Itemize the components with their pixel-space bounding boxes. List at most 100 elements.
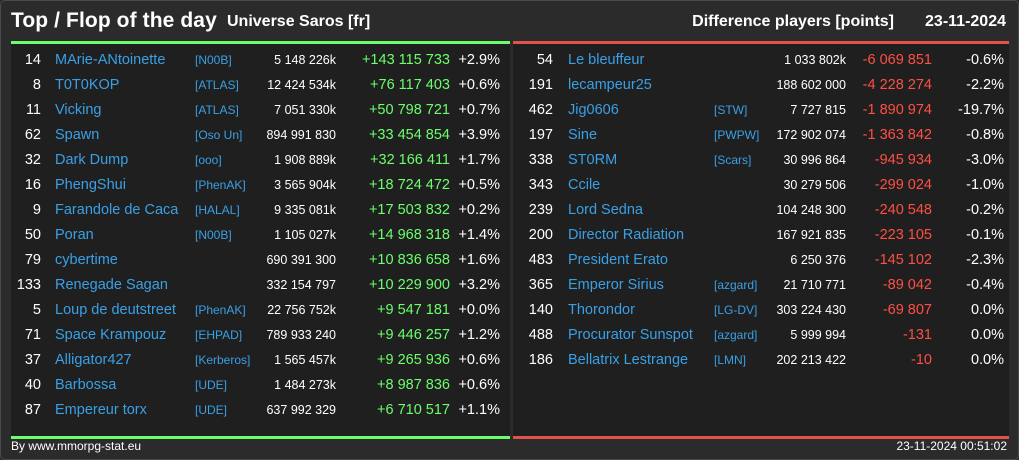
header-date: 23-11-2024 [925, 13, 1006, 30]
points-difference: -299 024 [874, 177, 932, 193]
player-rank: 200 [528, 227, 553, 243]
alliance-tag-link[interactable]: [N00B] [195, 53, 232, 67]
top-player-row: 62 Spawn [Oso Un] 894 991 830 +33 454 854 +3.… [11, 123, 510, 148]
top-player-row: 37 Alligator427 [Kerberos] 1 565 457k +9 265… [11, 348, 510, 373]
player-rank: 365 [528, 277, 553, 293]
player-name-link[interactable]: President Erato [568, 252, 668, 268]
alliance-tag-link[interactable]: [azgard] [714, 278, 758, 292]
flop-player-row: 338 ST0RM [Scars] 30 996 864 -945 934 -3.0% [513, 148, 1009, 173]
alliance-tag-link[interactable]: [ATLAS] [195, 78, 239, 92]
player-rank: 9 [32, 202, 41, 218]
player-name-link[interactable]: Barbossa [55, 377, 117, 393]
top-player-row: 11 Vicking [ATLAS] 7 051 330k +50 798 721 +0.… [11, 98, 510, 123]
percent-change: -0.2% [966, 202, 1004, 218]
percent-change: +1.2% [458, 327, 500, 343]
player-name-link[interactable]: ST0RM [568, 152, 618, 168]
alliance-tag-link[interactable]: [PhenAK] [195, 303, 246, 317]
alliance-tag-link[interactable]: [LMN] [714, 353, 747, 367]
points-difference: -145 102 [874, 252, 932, 268]
player-name-link[interactable]: Sine [568, 127, 598, 143]
player-name-link[interactable]: Bellatrix Lestrange [568, 352, 689, 368]
player-points: 1 565 457k [274, 353, 336, 367]
points-difference: -10 [911, 352, 932, 368]
player-name-link[interactable]: Farandole de Caca [55, 202, 179, 218]
player-name-link[interactable]: Renegade Sagan [55, 277, 168, 293]
player-rank: 11 [25, 102, 41, 118]
player-name-link[interactable]: Procurator Sunspot [568, 327, 693, 343]
percent-change: -0.8% [966, 127, 1004, 143]
player-name-link[interactable]: Empereur torx [55, 402, 147, 418]
player-name-link[interactable]: Ccile [568, 177, 601, 193]
flop-player-row: 197 Sine [PWPW] 172 902 074 -1 363 842 -0.8% [513, 123, 1009, 148]
alliance-tag-link[interactable]: [UDE] [195, 403, 228, 417]
alliance-tag-link[interactable]: [ATLAS] [195, 103, 239, 117]
alliance-tag-link[interactable]: [N00B] [195, 228, 232, 242]
player-rank: 87 [24, 402, 41, 418]
player-points: 104 248 300 [776, 203, 846, 217]
alliance-tag-link[interactable]: [HALAL] [195, 203, 240, 217]
player-points: 30 279 506 [783, 178, 846, 192]
percent-change: +0.5% [458, 177, 500, 193]
alliance-tag-link[interactable]: [Kerberos] [195, 353, 251, 367]
player-name-link[interactable]: Space Krampouz [55, 327, 167, 343]
player-name-link[interactable]: Vicking [55, 102, 102, 118]
player-points: 690 391 300 [266, 253, 336, 267]
alliance-tag-link[interactable]: [Oso Un] [195, 128, 243, 142]
player-name-link[interactable]: MArie-ANtoinette [55, 52, 166, 68]
difference-label: Difference players [points] [692, 13, 894, 30]
alliance-tag-link[interactable]: [UDE] [195, 378, 228, 392]
player-name-link[interactable]: Lord Sedna [568, 202, 643, 218]
player-name-link[interactable]: Alligator427 [55, 352, 132, 368]
alliance-tag-link[interactable]: [PhenAK] [195, 178, 246, 192]
player-name-link[interactable]: Loup de deutstreet [55, 302, 176, 318]
player-points: 202 213 422 [776, 353, 846, 367]
alliance-tag-link[interactable]: [LG-DV] [714, 303, 758, 317]
player-name-link[interactable]: Jig0606 [568, 102, 619, 118]
player-name-link[interactable]: Thorondor [568, 302, 635, 318]
player-rank: 14 [24, 52, 41, 68]
percent-change: +1.6% [458, 252, 500, 268]
player-points: 5 999 994 [790, 328, 846, 342]
alliance-tag-link[interactable]: [ooo] [195, 153, 222, 167]
player-rank: 140 [528, 302, 553, 318]
alliance-tag-link[interactable]: [STW] [714, 103, 748, 117]
player-name-link[interactable]: T0T0KOP [55, 77, 120, 93]
points-difference: -1 890 974 [862, 102, 932, 118]
alliance-tag-link[interactable]: [azgard] [714, 328, 758, 342]
player-name-link[interactable]: Le bleuffeur [568, 52, 645, 68]
alliance-tag-link[interactable]: [PWPW] [714, 128, 760, 142]
points-difference: -6 069 851 [862, 52, 932, 68]
player-name-link[interactable]: cybertime [55, 252, 118, 268]
player-points: 789 933 240 [266, 328, 336, 342]
top-player-row: 8 T0T0KOP [ATLAS] 12 424 534k +76 117 403 +0.… [11, 73, 510, 98]
credit-text: By www.mmorpg-stat.eu [11, 439, 142, 453]
player-name-link[interactable]: Poran [55, 227, 94, 243]
player-rank: 488 [528, 327, 553, 343]
alliance-tag-link[interactable]: [Scars] [714, 153, 752, 167]
player-name-link[interactable]: Spawn [55, 127, 100, 143]
player-rank: 239 [528, 202, 553, 218]
points-difference: -945 934 [874, 152, 932, 168]
player-points: 332 154 797 [266, 278, 336, 292]
player-name-link[interactable]: Dark Dump [55, 152, 129, 168]
player-rank: 62 [24, 127, 41, 143]
player-name-link[interactable]: Director Radiation [568, 227, 685, 243]
top-player-row: 87 Empereur torx [UDE] 637 992 329 +6 710 51… [11, 398, 510, 423]
universe-label: Universe Saros [fr] [227, 13, 371, 30]
player-rank: 79 [24, 252, 41, 268]
player-points: 9 335 081k [274, 203, 336, 217]
player-name-link[interactable]: PhengShui [55, 177, 126, 193]
top-player-row: 71 Space Krampouz [EHPAD] 789 933 240 +9 446… [11, 323, 510, 348]
alliance-tag-link[interactable]: [EHPAD] [195, 328, 243, 342]
player-points: 7 051 330k [274, 103, 336, 117]
percent-change: -0.4% [966, 277, 1004, 293]
points-difference: -89 042 [882, 277, 932, 293]
player-name-link[interactable]: Emperor Sirius [568, 277, 664, 293]
flop-player-row: 462 Jig0606 [STW] 7 727 815 -1 890 974 -19.7% [513, 98, 1009, 123]
player-points: 7 727 815 [790, 103, 846, 117]
player-rank: 343 [528, 177, 553, 193]
player-rank: 71 [24, 327, 41, 343]
top-player-row: 133 Renegade Sagan 332 154 797 +10 229 900 +… [11, 273, 510, 298]
player-name-link[interactable]: lecampeur25 [568, 77, 652, 93]
points-difference: +8 987 836 [377, 377, 450, 393]
